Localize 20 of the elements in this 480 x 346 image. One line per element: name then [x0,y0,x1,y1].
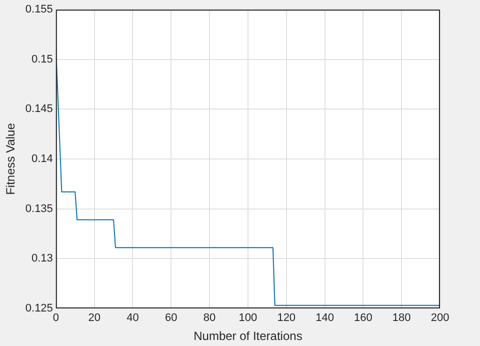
x-tick-label: 0 [52,312,59,324]
y-tick-label: 0.125 [25,302,53,314]
x-tick-label: 200 [430,312,450,324]
x-tick-label: 180 [392,312,411,324]
x-tick-label: 100 [238,312,258,324]
y-tick-label: 0.155 [25,4,53,16]
y-axis-title: Fitness Value [4,122,18,195]
y-tick-label: 0.135 [25,202,53,215]
y-tick-label: 0.145 [25,103,53,116]
x-axis-title: Number of Iterations [194,329,302,344]
x-tick-label: 20 [88,312,100,324]
x-tick-label: 140 [316,312,334,324]
y-tick-label: 0.15 [32,53,53,66]
y-tick-label: 0.13 [32,252,53,265]
x-tick-label: 160 [354,312,372,324]
x-tick-label: 120 [277,312,296,324]
x-tick-label: 60 [165,312,178,324]
x-tick-label: 40 [126,312,139,324]
y-tick-label: 0.14 [32,153,53,166]
x-tick-label: 80 [203,312,216,324]
